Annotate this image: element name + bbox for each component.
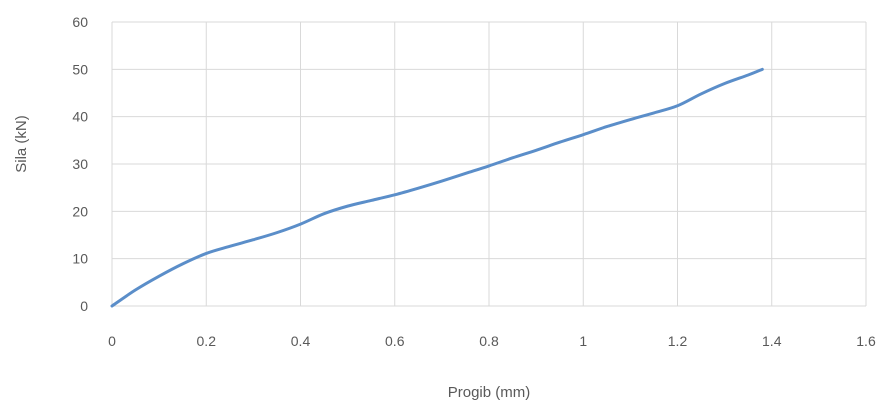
y-tick-label: 40	[72, 109, 88, 125]
y-tick-label: 10	[72, 251, 88, 267]
series-line	[110, 67, 764, 308]
x-tick-label: 1.4	[762, 333, 782, 349]
x-tick-label: 0.2	[197, 333, 217, 349]
y-axis-title: Sila (kN)	[13, 115, 30, 173]
x-tick-label: 1	[579, 333, 587, 349]
horizontal-gridlines	[112, 21, 866, 307]
x-tick-label: 1.2	[668, 333, 688, 349]
y-tick-label: 60	[72, 14, 88, 30]
y-tick-label: 0	[80, 298, 88, 314]
x-axis-tick-labels: 0 0.2 0.4 0.6 0.8 1 1.2 1.4 1.6	[108, 333, 876, 349]
x-tick-label: 0.4	[291, 333, 311, 349]
x-tick-label: 0.6	[385, 333, 405, 349]
x-tick-label: 0.8	[479, 333, 499, 349]
x-axis-title: Progib (mm)	[448, 384, 531, 401]
y-tick-label: 50	[72, 61, 88, 77]
series-group	[110, 67, 764, 308]
y-tick-label: 30	[72, 156, 88, 172]
x-tick-label: 1.6	[856, 333, 876, 349]
x-tick-label: 0	[108, 333, 116, 349]
y-axis-tick-labels: 0 10 20 30 40 50 60	[72, 14, 88, 314]
y-tick-label: 20	[72, 203, 88, 219]
